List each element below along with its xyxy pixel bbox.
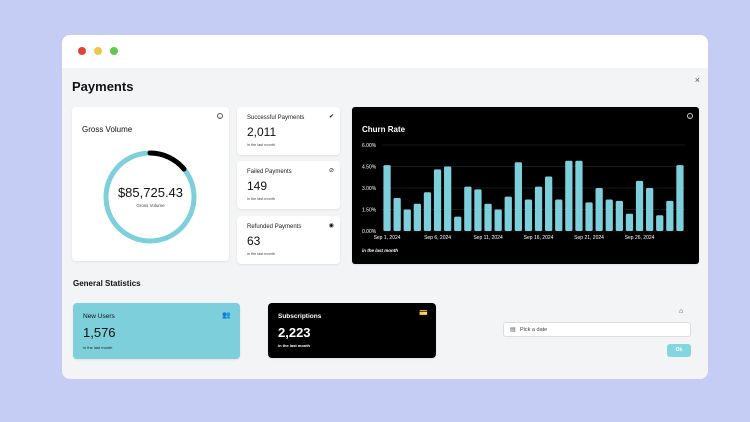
churn-bar (656, 215, 664, 231)
churn-bar (464, 186, 472, 231)
subscriptions-value: 2,223 (278, 325, 311, 340)
y-tick-label: 1.50% (362, 208, 377, 214)
churn-bar (595, 188, 603, 231)
churn-bar (504, 196, 512, 231)
y-tick-label: 0.00% (362, 229, 377, 235)
churn-rate-chart: 0.00% 1.50% 3.00% 4.50% 6.00% Sep 1, 2024 Sep … (362, 143, 685, 241)
churn-bar (646, 188, 654, 231)
y-tick-label: 3.00% (362, 186, 377, 192)
churn-bar (403, 209, 411, 231)
check-badge-icon: ✔ (328, 114, 334, 120)
churn-bar (635, 180, 644, 231)
churn-bar (474, 189, 482, 231)
churn-bar (393, 198, 401, 231)
stat-sub: in the last month (247, 252, 275, 256)
subscriptions-card: Subscriptions 2,223 in the last month 💳 (268, 303, 436, 358)
gross-volume-ring (103, 150, 197, 244)
successful-payments-card: Successful Payments 2,011 in the last mo… (237, 107, 340, 155)
calendar-icon: ▤ (510, 327, 516, 333)
churn-bar (555, 199, 563, 231)
churn-bar (514, 162, 522, 231)
subscriptions-label: Subscriptions (278, 313, 322, 320)
ok-button-label: Ok (675, 347, 683, 353)
churn-bar (625, 213, 634, 231)
churn-bar (605, 199, 613, 231)
new-users-value: 1,576 (83, 325, 116, 340)
users-icon: 👥 (222, 312, 231, 319)
maximize-window-button[interactable] (110, 47, 118, 55)
chart-title: Churn Rate (362, 125, 406, 134)
churn-bar (545, 176, 553, 231)
title-bar (62, 35, 708, 68)
churn-bar (454, 216, 462, 231)
info-icon[interactable]: i (687, 113, 693, 119)
x-tick-label: Sep 11, 2024 (473, 235, 503, 241)
new-users-sub: in the last month (83, 345, 113, 350)
general-statistics-title: General Statistics (73, 279, 141, 288)
churn-rate-card: 0.00% 1.50% 3.00% 4.50% 6.00% Sep 1, 2024 Sep … (352, 107, 699, 264)
ring-progress-arc (103, 150, 197, 244)
stat-label: Failed Payments (247, 169, 292, 175)
stat-value: 63 (247, 234, 261, 248)
churn-bar (524, 199, 533, 231)
churn-bar (676, 165, 684, 231)
ban-icon: ⊘ (328, 168, 334, 174)
gross-volume-card: Gross Volume i $85,725.43 Gross Volume (72, 107, 229, 261)
close-window-button[interactable] (78, 47, 86, 55)
subscriptions-sub: in the last month (278, 343, 310, 348)
churn-bar (423, 192, 432, 231)
y-tick-label: 6.00% (362, 143, 377, 149)
credit-card-icon: 💳 (419, 310, 428, 317)
minimize-window-button[interactable] (94, 47, 102, 55)
stat-value: 149 (247, 179, 268, 193)
gross-volume-sub: Gross Volume (136, 203, 165, 208)
churn-bar (585, 202, 593, 231)
x-tick-label: Sep 1, 2024 (374, 235, 401, 241)
churn-bar (484, 203, 492, 231)
churn-bar (615, 200, 623, 231)
gross-volume-label: Gross Volume (82, 125, 133, 134)
x-tick-label: Sep 16, 2024 (524, 235, 554, 241)
stat-value: 2,011 (247, 125, 277, 139)
churn-bar (494, 209, 502, 231)
stat-sub: in the last month (247, 197, 275, 201)
refund-icon: ◉ (328, 223, 334, 229)
info-icon[interactable]: i (217, 113, 223, 119)
x-tick-label: Sep 21, 2024 (574, 235, 604, 241)
failed-payments-card: Failed Payments 149 in the last month ⊘ (237, 161, 340, 209)
date-picker-placeholder: Pick a date (520, 327, 548, 333)
stat-sub: in the last month (247, 143, 275, 147)
home-icon[interactable]: ⌂ (679, 308, 684, 315)
app-window: Payments × Gross Volume i $85,725.43 Gro… (62, 35, 708, 379)
x-tick-label: Sep 26, 2024 (625, 235, 655, 241)
new-users-label: New Users (83, 313, 115, 320)
stat-label: Successful Payments (247, 115, 305, 121)
x-tick-label: Sep 6, 2024 (424, 235, 451, 241)
churn-bar (565, 160, 573, 231)
churn-bar (383, 165, 391, 231)
churn-bar (444, 166, 452, 231)
y-tick-label: 4.50% (362, 165, 377, 171)
ok-button[interactable]: Ok (667, 344, 691, 357)
new-users-card: New Users 1,576 in the last month 👥 (73, 303, 240, 359)
close-icon[interactable]: × (694, 75, 700, 85)
chart-subtitle: in the last month (362, 248, 398, 253)
gross-volume-amount: $85,725.43 (117, 185, 184, 200)
churn-bar (575, 160, 583, 231)
churn-bar (433, 169, 442, 231)
churn-bar (666, 200, 674, 231)
stat-label: Refunded Payments (247, 224, 302, 230)
page-title: Payments (72, 79, 134, 94)
churn-bar (413, 203, 421, 231)
date-picker-input[interactable]: ▤ Pick a date (503, 322, 691, 337)
refunded-payments-card: Refunded Payments 63 in the last month ◉ (237, 216, 340, 264)
churn-bar (534, 186, 543, 231)
